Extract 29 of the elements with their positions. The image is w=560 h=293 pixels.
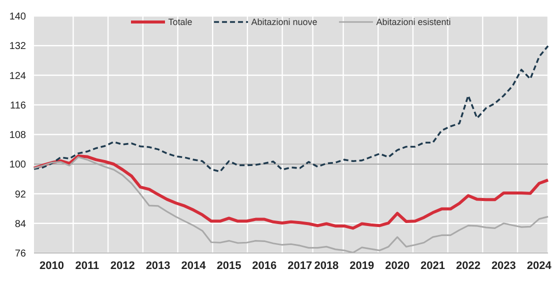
x-tick-label: 2017 [288,260,312,272]
legend-label: Abitazioni nuove [251,17,318,27]
x-tick-label: 2019 [350,260,374,272]
y-tick-label: 132 [9,41,26,52]
x-tick-label: 2012 [110,260,135,272]
y-tick-label: 100 [9,160,26,171]
x-tick-label: 2023 [491,260,516,272]
line-series [32,154,550,230]
x-tick-label: 2024 [526,260,552,272]
y-tick-label: 84 [14,218,26,230]
x-tick-label: 2020 [385,260,410,272]
x-tick-label: 2014 [181,260,207,272]
x-tick-label: 2016 [252,260,277,272]
y-tick-label: 116 [10,100,26,112]
y-tick-label: 140 [9,12,26,23]
x-tick-label: 2021 [420,260,446,272]
y-tick-label: 76 [14,248,26,260]
y-tick-label: 124 [9,70,26,82]
y-tick-label: 92 [14,189,26,200]
line-series [33,45,549,172]
x-tick-label: 2011 [75,260,100,272]
x-tick-label: 2013 [146,260,170,272]
x-tick-label: 2018 [314,260,339,272]
x-tick-label: 2010 [39,260,64,272]
x-tick-label: 2022 [456,260,480,272]
y-tick-label: 108 [9,130,26,142]
x-tick-label: 2015 [216,260,242,272]
legend-label: Abitazioni esistenti [376,17,451,27]
legend-label: Totale [168,17,192,27]
